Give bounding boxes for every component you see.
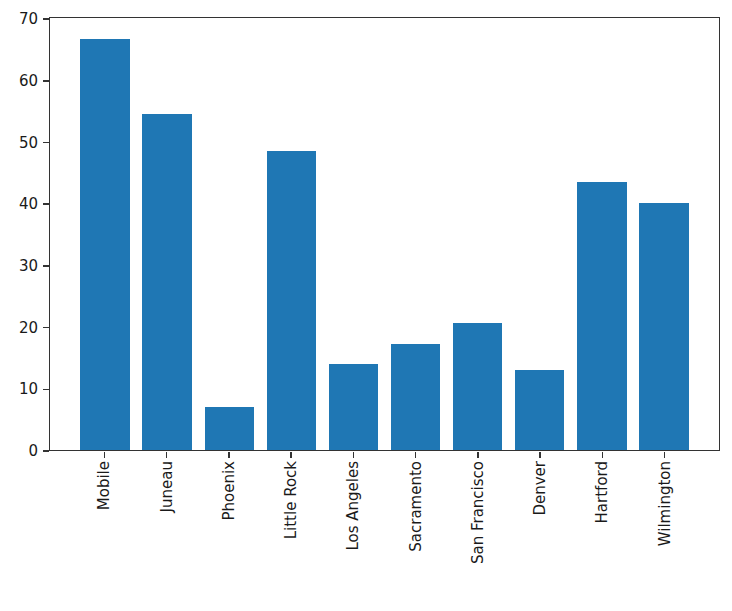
y-tick-label-60: 60: [0, 72, 38, 90]
bar-mobile: [80, 39, 130, 450]
bar-denver: [515, 370, 565, 450]
x-tick-mark-juneau: [166, 452, 168, 458]
x-tick-mark-mobile: [104, 452, 106, 458]
bar-phoenix: [205, 407, 255, 450]
y-tick-mark-70: [43, 18, 49, 20]
x-tick-label-los-angeles: Los Angeles: [343, 461, 363, 551]
bar-san-francisco: [453, 323, 503, 450]
x-tick-label-little-rock: Little Rock: [281, 461, 301, 539]
y-tick-label-30: 30: [0, 257, 38, 275]
y-tick-mark-60: [43, 80, 49, 82]
bar-little-rock: [267, 151, 317, 450]
x-tick-mark-denver: [539, 452, 541, 458]
x-tick-mark-hartford: [602, 452, 604, 458]
x-tick-label-mobile: Mobile: [94, 461, 114, 510]
y-tick-label-20: 20: [0, 319, 38, 337]
x-tick-mark-little-rock: [290, 452, 292, 458]
x-tick-label-phoenix: Phoenix: [219, 461, 239, 521]
x-tick-label-denver: Denver: [530, 461, 550, 516]
y-tick-mark-20: [43, 327, 49, 329]
x-tick-label-wilmington: Wilmington: [655, 461, 675, 546]
x-tick-label-sacramento: Sacramento: [406, 461, 426, 552]
y-tick-mark-50: [43, 142, 49, 144]
plot-area: [49, 17, 720, 451]
y-axis-tick-labels: 010203040506070: [0, 17, 38, 451]
x-tick-mark-san-francisco: [477, 452, 479, 458]
y-tick-label-70: 70: [0, 10, 38, 28]
x-tick-mark-phoenix: [228, 452, 230, 458]
y-tick-mark-40: [43, 203, 49, 205]
bar-los-angeles: [329, 364, 379, 450]
x-tick-mark-sacramento: [415, 452, 417, 458]
x-tick-mark-los-angeles: [353, 452, 355, 458]
y-tick-mark-30: [43, 265, 49, 267]
y-tick-mark-10: [43, 389, 49, 391]
x-axis-tick-marks: [49, 451, 720, 458]
x-tick-label-san-francisco: San Francisco: [468, 461, 488, 564]
y-tick-label-10: 10: [0, 380, 38, 398]
x-axis-tick-labels: Mobile Juneau Phoenix Little Rock Los Angele…: [49, 461, 720, 611]
bar-juneau: [142, 114, 192, 450]
y-axis-tick-marks: [43, 17, 49, 451]
y-tick-label-40: 40: [0, 195, 38, 213]
y-tick-label-0: 0: [0, 442, 38, 460]
bar-sacramento: [391, 344, 441, 450]
bar-hartford: [577, 182, 627, 450]
x-tick-label-hartford: Hartford: [592, 461, 612, 523]
bar-chart-figure: 0 10 20 30 40 50 60 70 Mobile Juneau Phoenix Littl…: [0, 0, 732, 611]
x-tick-mark-wilmington: [664, 452, 666, 458]
x-tick-label-juneau: Juneau: [157, 461, 177, 512]
bar-wilmington: [639, 203, 689, 450]
y-tick-label-50: 50: [0, 134, 38, 152]
